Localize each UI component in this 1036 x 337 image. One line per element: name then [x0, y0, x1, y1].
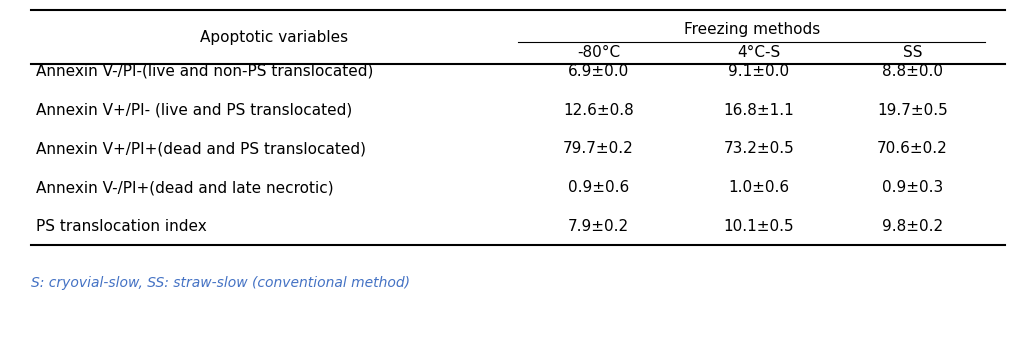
Text: S: cryovial-slow, SS: straw-slow (conventional method): S: cryovial-slow, SS: straw-slow (conven…	[31, 276, 410, 289]
Text: SS: SS	[902, 45, 922, 60]
Text: Freezing methods: Freezing methods	[684, 22, 819, 37]
Text: -80°C: -80°C	[577, 45, 620, 60]
Text: 19.7±0.5: 19.7±0.5	[877, 103, 948, 118]
Text: 6.9±0.0: 6.9±0.0	[568, 64, 629, 79]
Text: 9.8±0.2: 9.8±0.2	[882, 219, 943, 234]
Text: Annexin V-/PI-(live and non-PS translocated): Annexin V-/PI-(live and non-PS transloca…	[36, 64, 374, 79]
Text: 0.9±0.6: 0.9±0.6	[568, 180, 629, 195]
Text: 73.2±0.5: 73.2±0.5	[724, 142, 795, 156]
Text: 9.1±0.0: 9.1±0.0	[728, 64, 789, 79]
Text: 79.7±0.2: 79.7±0.2	[563, 142, 634, 156]
Text: 12.6±0.8: 12.6±0.8	[563, 103, 634, 118]
Text: 70.6±0.2: 70.6±0.2	[877, 142, 948, 156]
Text: 8.8±0.0: 8.8±0.0	[882, 64, 943, 79]
Text: Annexin V+/PI+(dead and PS translocated): Annexin V+/PI+(dead and PS translocated)	[36, 142, 367, 156]
Text: 16.8±1.1: 16.8±1.1	[724, 103, 795, 118]
Text: Annexin V+/PI- (live and PS translocated): Annexin V+/PI- (live and PS translocated…	[36, 103, 352, 118]
Text: 0.9±0.3: 0.9±0.3	[882, 180, 943, 195]
Text: PS translocation index: PS translocation index	[36, 219, 207, 234]
Text: Apoptotic variables: Apoptotic variables	[201, 30, 348, 45]
Text: 7.9±0.2: 7.9±0.2	[568, 219, 629, 234]
Text: 1.0±0.6: 1.0±0.6	[728, 180, 789, 195]
Text: 4°C-S: 4°C-S	[738, 45, 781, 60]
Text: 10.1±0.5: 10.1±0.5	[724, 219, 795, 234]
Text: Annexin V-/PI+(dead and late necrotic): Annexin V-/PI+(dead and late necrotic)	[36, 180, 334, 195]
